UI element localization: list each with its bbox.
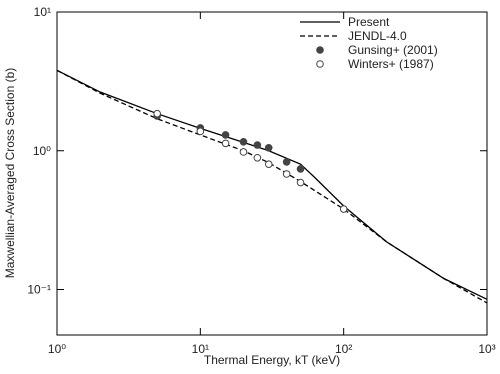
- x-tick-label: 10³: [478, 342, 495, 356]
- data-point: [221, 131, 230, 139]
- y-tick-label: 10¹: [34, 5, 51, 19]
- legend-label: Gunsing+ (2001): [348, 43, 438, 57]
- legend-marker: [316, 46, 324, 54]
- x-tick-label: 10²: [335, 342, 352, 356]
- data-point: [296, 178, 305, 187]
- data-point: [253, 141, 262, 149]
- data-point: [196, 127, 205, 136]
- data-point: [296, 165, 305, 173]
- data-point: [239, 148, 248, 156]
- y-tick-label: 10⁰: [33, 144, 51, 158]
- series-line: [56, 69, 488, 304]
- x-tick-label: 10⁰: [48, 342, 66, 356]
- data-point: [282, 158, 291, 166]
- plot-frame: [56, 11, 488, 336]
- legend-label: JENDL-4.0: [348, 29, 407, 43]
- data-point: [264, 160, 273, 168]
- x-tick-label: 10¹: [192, 342, 209, 356]
- legend-marker: [316, 60, 324, 68]
- legend-label: Winters+ (1987): [348, 57, 434, 71]
- y-tick-label: 10⁻¹: [27, 283, 51, 297]
- y-axis-label: Maxwellian-Averaged Cross Section (b): [3, 68, 17, 279]
- x-axis-label: Thermal Energy, kT (keV): [204, 353, 340, 367]
- data-point: [339, 205, 348, 213]
- legend-label: Present: [348, 15, 390, 29]
- data-point: [221, 139, 230, 148]
- data-point: [239, 138, 248, 146]
- data-point: [264, 144, 273, 152]
- data-point: [253, 153, 262, 162]
- data-point: [282, 170, 291, 178]
- data-point: [153, 109, 161, 118]
